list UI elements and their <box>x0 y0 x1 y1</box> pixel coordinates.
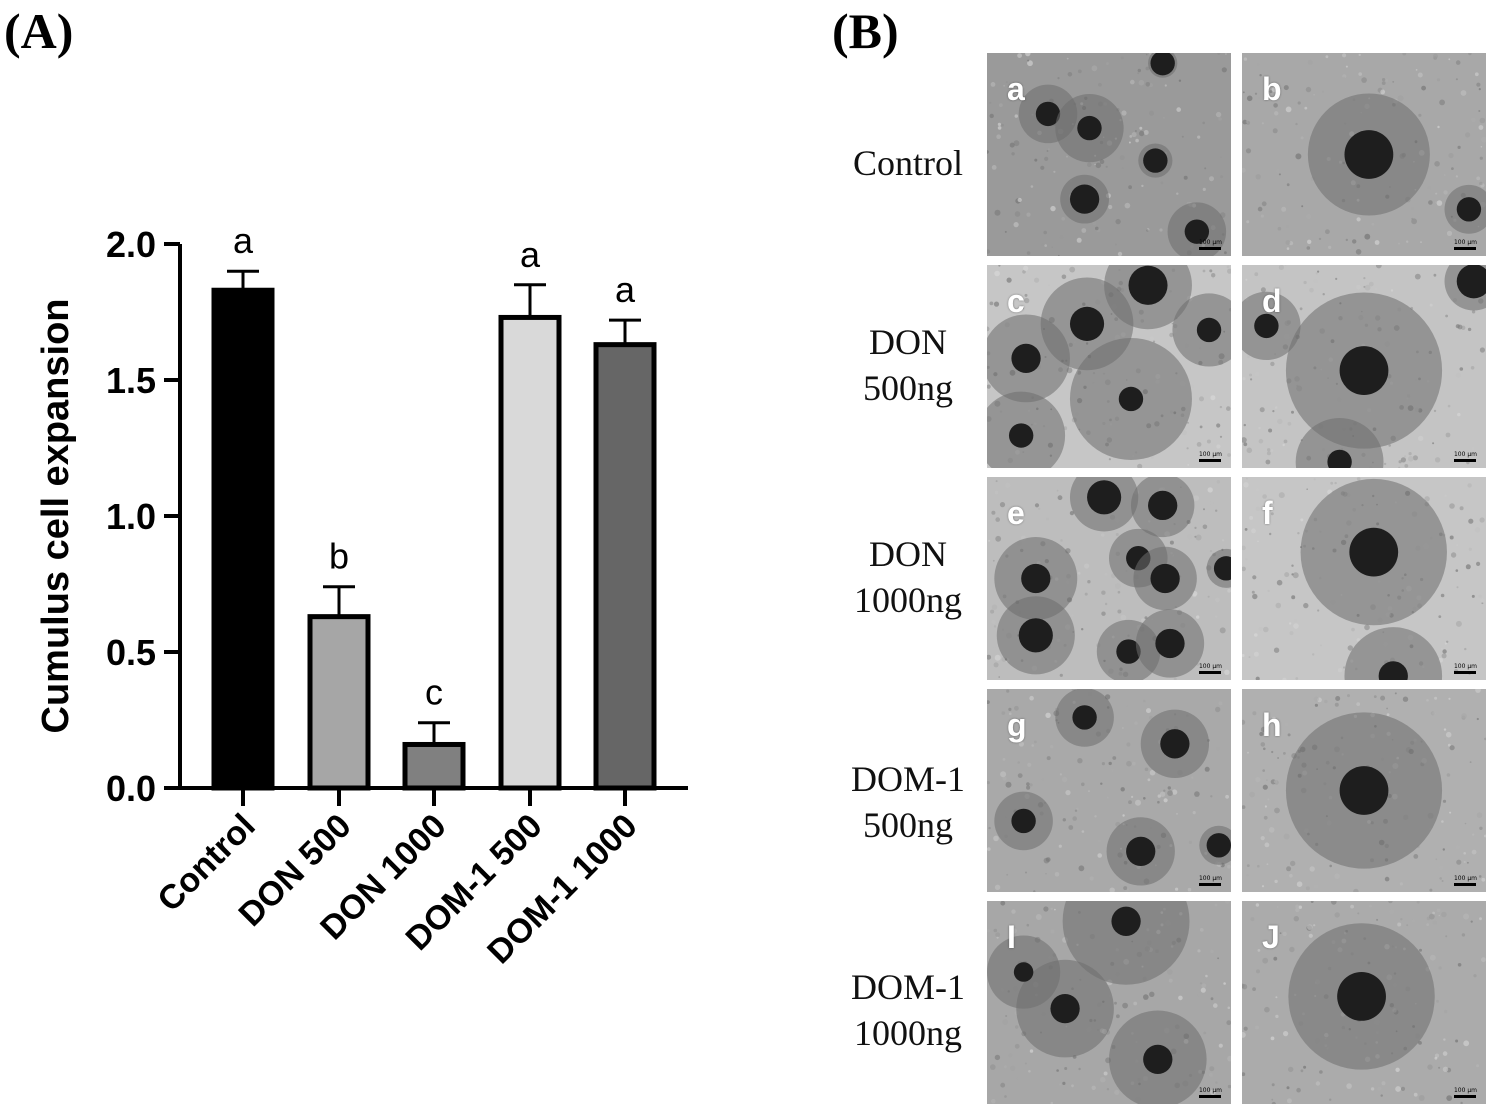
micrograph-image <box>1242 477 1486 680</box>
panel-a-label: (A) <box>4 3 74 59</box>
scale-bar <box>1454 1095 1476 1098</box>
micrograph-image <box>1242 265 1486 468</box>
y-tick-label: 1.5 <box>106 360 156 401</box>
scale-bar-label: 100 μm <box>1198 451 1222 458</box>
significance-letter: b <box>329 536 349 577</box>
micrograph-d: d 100 μm <box>1242 265 1486 468</box>
micrograph-image <box>987 53 1231 256</box>
micrograph-c: c 100 μm <box>987 265 1231 468</box>
row-label: Control <box>852 143 963 183</box>
scale-bar-label: 100 μm <box>1453 875 1477 882</box>
y-tick-label: 2.0 <box>106 224 156 265</box>
y-tick-label: 0.0 <box>106 768 156 809</box>
scale-bar-label: 100 μm <box>1453 451 1477 458</box>
micrograph-letter: f <box>1262 495 1273 531</box>
micrograph-e: e 100 μm <box>987 477 1231 680</box>
scale-bar <box>1199 671 1221 674</box>
micrograph-letter: a <box>1007 71 1025 107</box>
micrograph-g: g 100 μm <box>987 689 1231 892</box>
bar-dom-1-500 <box>498 314 562 791</box>
micrograph-a: a 100 μm <box>987 53 1231 256</box>
scale-bar <box>1454 671 1476 674</box>
scale-bar <box>1454 247 1476 250</box>
panel-b-label: (B) <box>832 3 899 59</box>
significance-letter: c <box>425 672 443 713</box>
micrograph-image <box>1242 901 1486 1104</box>
significance-letter: a <box>615 269 636 310</box>
significance-letter: a <box>520 234 541 275</box>
scale-bar <box>1199 883 1221 886</box>
scale-bar <box>1454 883 1476 886</box>
micrograph-letter: h <box>1262 707 1282 743</box>
micrograph-image <box>987 477 1231 680</box>
micrograph-j: J 100 μm <box>1242 901 1486 1104</box>
bar-don-1000 <box>402 741 466 791</box>
micrograph-letter: I <box>1007 919 1016 955</box>
micrograph-image <box>1242 53 1486 256</box>
micrograph-f: f 100 μm <box>1242 477 1486 680</box>
micrograph-image <box>1242 689 1486 892</box>
scale-bar-label: 100 μm <box>1198 875 1222 882</box>
scale-bar-label: 100 μm <box>1453 239 1477 246</box>
micrograph-letter: b <box>1262 71 1282 107</box>
micrograph-i: I 100 μm <box>987 901 1231 1104</box>
micrograph-letter: g <box>1007 707 1027 743</box>
micrograph-letter: c <box>1007 283 1025 319</box>
scale-bar-label: 100 μm <box>1198 1087 1222 1094</box>
row-label: DOM-1 500ng <box>851 759 965 845</box>
bar-dom-1-1000 <box>593 342 657 791</box>
micrograph-image <box>987 901 1231 1104</box>
bar-control <box>211 287 275 791</box>
micrograph-b: b 100 μm <box>1242 53 1486 256</box>
micrograph-image <box>987 265 1231 468</box>
y-tick-label: 0.5 <box>106 632 156 673</box>
micrograph-letter: e <box>1007 495 1025 531</box>
scale-bar <box>1454 459 1476 462</box>
scale-bar-label: 100 μm <box>1453 663 1477 670</box>
y-tick-label: 1.0 <box>106 496 156 537</box>
row-label: DON 1000ng <box>854 534 962 620</box>
scale-bar-label: 100 μm <box>1453 1087 1477 1094</box>
micrograph-letter: d <box>1262 283 1282 319</box>
bar-don-500 <box>307 614 371 791</box>
scale-bar <box>1199 459 1221 462</box>
significance-letter: a <box>233 220 254 261</box>
y-axis-label: Cumulus cell expansion <box>35 299 77 734</box>
scale-bar <box>1199 247 1221 250</box>
row-label: DOM-1 1000ng <box>851 967 965 1053</box>
scale-bar-label: 100 μm <box>1198 663 1222 670</box>
scale-bar <box>1199 1095 1221 1098</box>
micrograph-h: h 100 μm <box>1242 689 1486 892</box>
row-label: DON 500ng <box>863 322 953 408</box>
micrograph-image <box>987 689 1231 892</box>
scale-bar-label: 100 μm <box>1198 239 1222 246</box>
micrograph-letter: J <box>1262 919 1280 955</box>
